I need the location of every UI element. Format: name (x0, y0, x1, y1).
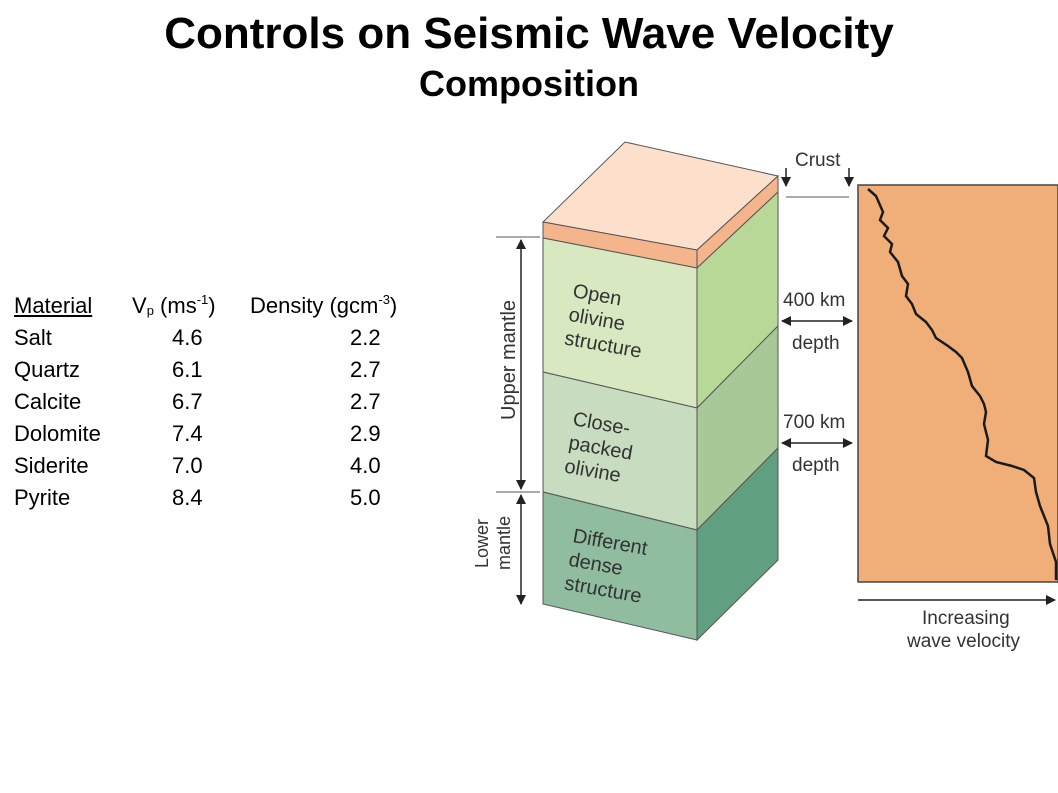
depth-700-label: 700 km (783, 412, 845, 433)
material-cell: Pyrite (14, 485, 71, 510)
density-cell: 2.7 (350, 389, 381, 414)
crust-marker: Crust (781, 150, 854, 198)
page-subtitle: Composition (419, 63, 639, 104)
depth-400-sub: depth (792, 333, 840, 354)
upper-mantle-label: Upper mantle (498, 300, 520, 420)
lower-mantle-label-2: mantle (494, 516, 514, 570)
layer3-side (696, 446, 779, 642)
vp-cell: 7.0 (172, 453, 203, 478)
material-cell: Dolomite (14, 421, 101, 446)
material-cell: Siderite (14, 453, 89, 478)
depth-700-marker: 700 km depth (781, 412, 853, 476)
header-vp: Vp (ms-1) (132, 292, 216, 318)
velocity-profile-line (867, 188, 1058, 580)
density-cell: 5.0 (350, 485, 381, 510)
material-cell: Quartz (14, 357, 81, 382)
page-title: Controls on Seismic Wave Velocity (164, 9, 894, 58)
vp-cell: 6.7 (172, 389, 203, 414)
depth-400-marker: 400 km depth (781, 290, 853, 354)
material-cell: Calcite (14, 389, 82, 414)
vp-cell: 4.6 (172, 325, 203, 350)
vp-cell: 6.1 (172, 357, 203, 382)
velocity-axis: Increasing wave velocity (858, 595, 1056, 652)
upper-mantle-bracket: Upper mantle (496, 236, 540, 493)
lower-mantle-label-1: Lower (472, 519, 492, 568)
header-material: Material (14, 293, 93, 318)
velocity-plot-panel (857, 184, 1058, 583)
vp-cell: 7.4 (172, 421, 203, 446)
lower-mantle-bracket: Lower mantle (472, 494, 526, 605)
density-cell: 2.7 (350, 357, 381, 382)
layer1-label: Open olivine structure (563, 280, 643, 362)
header-density: Density (gcm-3) (250, 292, 398, 318)
vp-cell: 8.4 (172, 485, 203, 510)
depth-700-sub: depth (792, 455, 840, 476)
density-cell: 2.9 (350, 421, 381, 446)
velocity-label-1: Increasing (922, 608, 1010, 629)
depth-400-label: 400 km (783, 290, 845, 311)
density-cell: 4.0 (350, 453, 381, 478)
density-cell: 2.2 (350, 325, 381, 350)
velocity-label-2: wave velocity (906, 631, 1020, 652)
crust-label: Crust (795, 150, 841, 171)
material-cell: Salt (14, 325, 52, 350)
